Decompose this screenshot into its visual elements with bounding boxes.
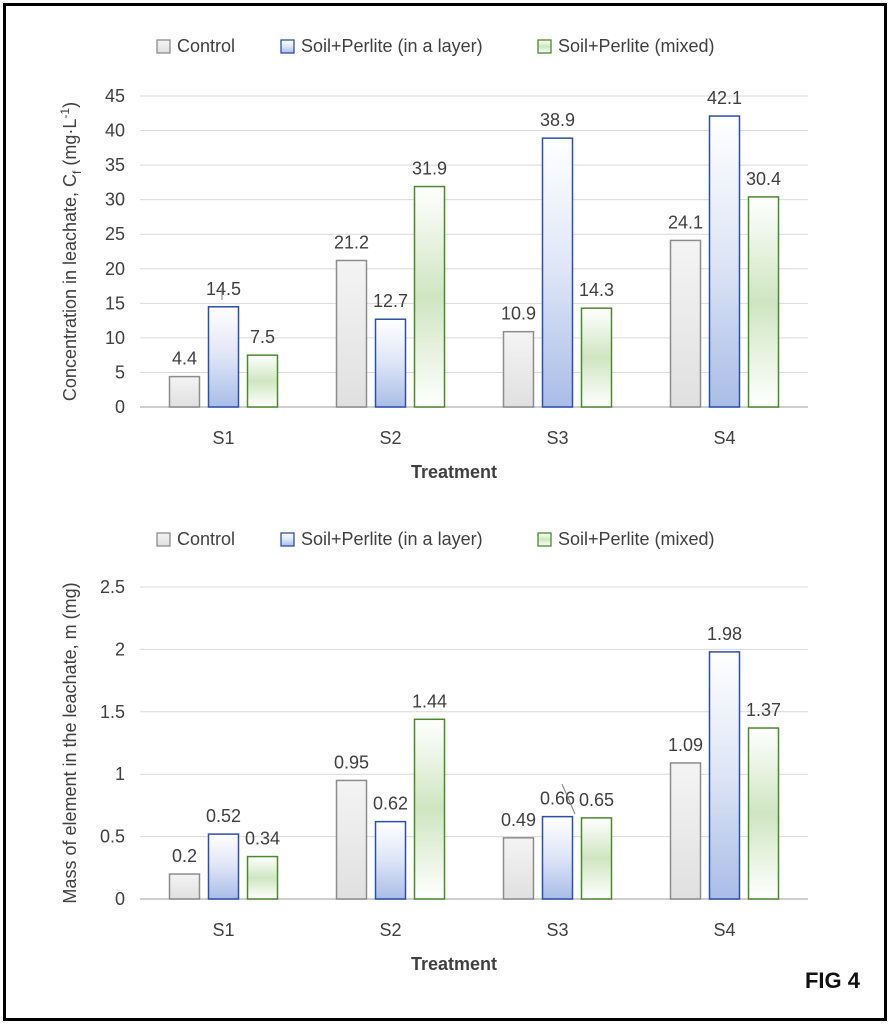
data-label: 7.5: [250, 327, 275, 347]
figure-frame: [3, 3, 887, 1021]
data-label: 1.98: [707, 624, 742, 644]
bar-soil-perlite-mixed: [413, 718, 446, 900]
legend-label-soil-perlite-layer: Soil+Perlite (in a layer): [301, 36, 483, 56]
bar-soil-perlite-mixed: [246, 354, 279, 408]
leader-lines: [221, 288, 576, 815]
data-label: 4.4: [172, 349, 197, 369]
legend-swatch-control: [156, 532, 171, 547]
y-tick-label: 0: [115, 397, 125, 417]
legend-swatch-soil-perlite-mixed: [537, 532, 552, 547]
data-label: 0.49: [501, 810, 536, 830]
legend-label-soil-perlite-mixed: Soil+Perlite (mixed): [558, 529, 715, 549]
bar-soil-perlite-mixed: [580, 817, 613, 900]
bar-control: [335, 779, 368, 900]
bar-soil-perlite-mixed: [246, 855, 279, 900]
data-label: 0.52: [206, 806, 241, 826]
data-label: 0.62: [373, 794, 408, 814]
legend-label-control: Control: [177, 36, 235, 56]
data-label: 21.2: [334, 232, 369, 252]
bar-soil-perlite-mixed: [747, 727, 780, 900]
bar-soil-perlite-mixed: [413, 185, 446, 408]
x-tick-label: S1: [212, 920, 234, 940]
bar-soil-perlite-mixed: [747, 196, 780, 408]
data-label: 14.5: [206, 279, 241, 299]
bar-control: [335, 259, 368, 408]
bar-soil-perlite-layer: [708, 115, 741, 408]
y-tick-label: 1: [115, 764, 125, 784]
data-label: 1.09: [668, 735, 703, 755]
y-tick-label: 2: [115, 639, 125, 659]
figure-label: FIG 4: [804, 968, 860, 993]
bar-soil-perlite-layer: [541, 137, 574, 408]
data-label: 31.9: [412, 159, 447, 179]
y-axis-title: Concentration in leachate, Cf (mg·L-1): [58, 102, 84, 401]
x-axis-title: Treatment: [411, 954, 497, 974]
data-label: 0.66: [540, 789, 575, 809]
bar-control: [502, 837, 535, 900]
data-label: 38.9: [540, 110, 575, 130]
x-tick-label: S3: [546, 920, 568, 940]
legend-label-soil-perlite-mixed: Soil+Perlite (mixed): [558, 36, 715, 56]
legend-swatch-soil-perlite-layer: [280, 39, 295, 54]
y-tick-label: 30: [105, 190, 125, 210]
data-label: 30.4: [746, 169, 781, 189]
y-tick-label: 35: [105, 155, 125, 175]
x-tick-label: S4: [713, 920, 735, 940]
data-label: 0.65: [579, 790, 614, 810]
legend-label-control: Control: [177, 529, 235, 549]
bar-soil-perlite-layer: [708, 651, 741, 900]
bar-control: [502, 330, 535, 408]
x-tick-label: S4: [713, 428, 735, 448]
bar-soil-perlite-layer: [541, 815, 574, 900]
x-tick-label: S3: [546, 428, 568, 448]
leader-line: [561, 783, 576, 815]
y-tick-label: 25: [105, 224, 125, 244]
x-axis-title: Treatment: [411, 462, 497, 482]
x-tick-label: S2: [379, 428, 401, 448]
bar-soil-perlite-mixed: [580, 307, 613, 408]
data-label: 0.34: [245, 829, 280, 849]
y-tick-label: 0.5: [100, 827, 125, 847]
x-tick-label: S2: [379, 920, 401, 940]
y-tick-label: 10: [105, 328, 125, 348]
bar-soil-perlite-layer: [374, 318, 407, 408]
bar-control: [168, 375, 201, 408]
y-tick-label: 40: [105, 121, 125, 141]
data-label: 0.95: [334, 752, 369, 772]
y-tick-label: 15: [105, 293, 125, 313]
legend-swatch-control: [156, 39, 171, 54]
y-tick-label: 1.5: [100, 702, 125, 722]
bar-soil-perlite-layer: [207, 306, 240, 408]
bar-control: [168, 873, 201, 900]
legend-swatch-soil-perlite-mixed: [537, 39, 552, 54]
y-tick-label: 20: [105, 259, 125, 279]
chart-1: 0 5 10 15 20 25 30 35 40 45 4.4 14.5 7.5 S1 21.2 12.7 31…: [58, 36, 808, 482]
x-tick-label: S1: [212, 428, 234, 448]
data-label: 0.2: [172, 846, 197, 866]
chart-2: 0 0.5 1 1.5 2 2.5 0.2 0.520.34 S1 0.95 0.62 1.44 S2 0…: [60, 529, 808, 974]
y-tick-label: 0: [115, 889, 125, 909]
data-label: 14.3: [579, 280, 614, 300]
bar-control: [669, 239, 702, 408]
legend-swatch-soil-perlite-layer: [280, 532, 295, 547]
data-label: 42.1: [707, 88, 742, 108]
data-label: 10.9: [501, 304, 536, 324]
data-label: 24.1: [668, 212, 703, 232]
y-tick-label: 45: [105, 86, 125, 106]
data-label: 1.44: [412, 691, 447, 711]
y-tick-label: 2.5: [100, 577, 125, 597]
legend-label-soil-perlite-layer: Soil+Perlite (in a layer): [301, 529, 483, 549]
data-label: 1.37: [746, 700, 781, 720]
bar-soil-perlite-layer: [207, 833, 240, 900]
bar-control: [669, 762, 702, 900]
y-axis-title: Mass of element in the leachate, m (mg): [60, 582, 80, 903]
data-label: 12.7: [373, 291, 408, 311]
bar-soil-perlite-layer: [374, 820, 407, 900]
y-tick-label: 5: [115, 362, 125, 382]
